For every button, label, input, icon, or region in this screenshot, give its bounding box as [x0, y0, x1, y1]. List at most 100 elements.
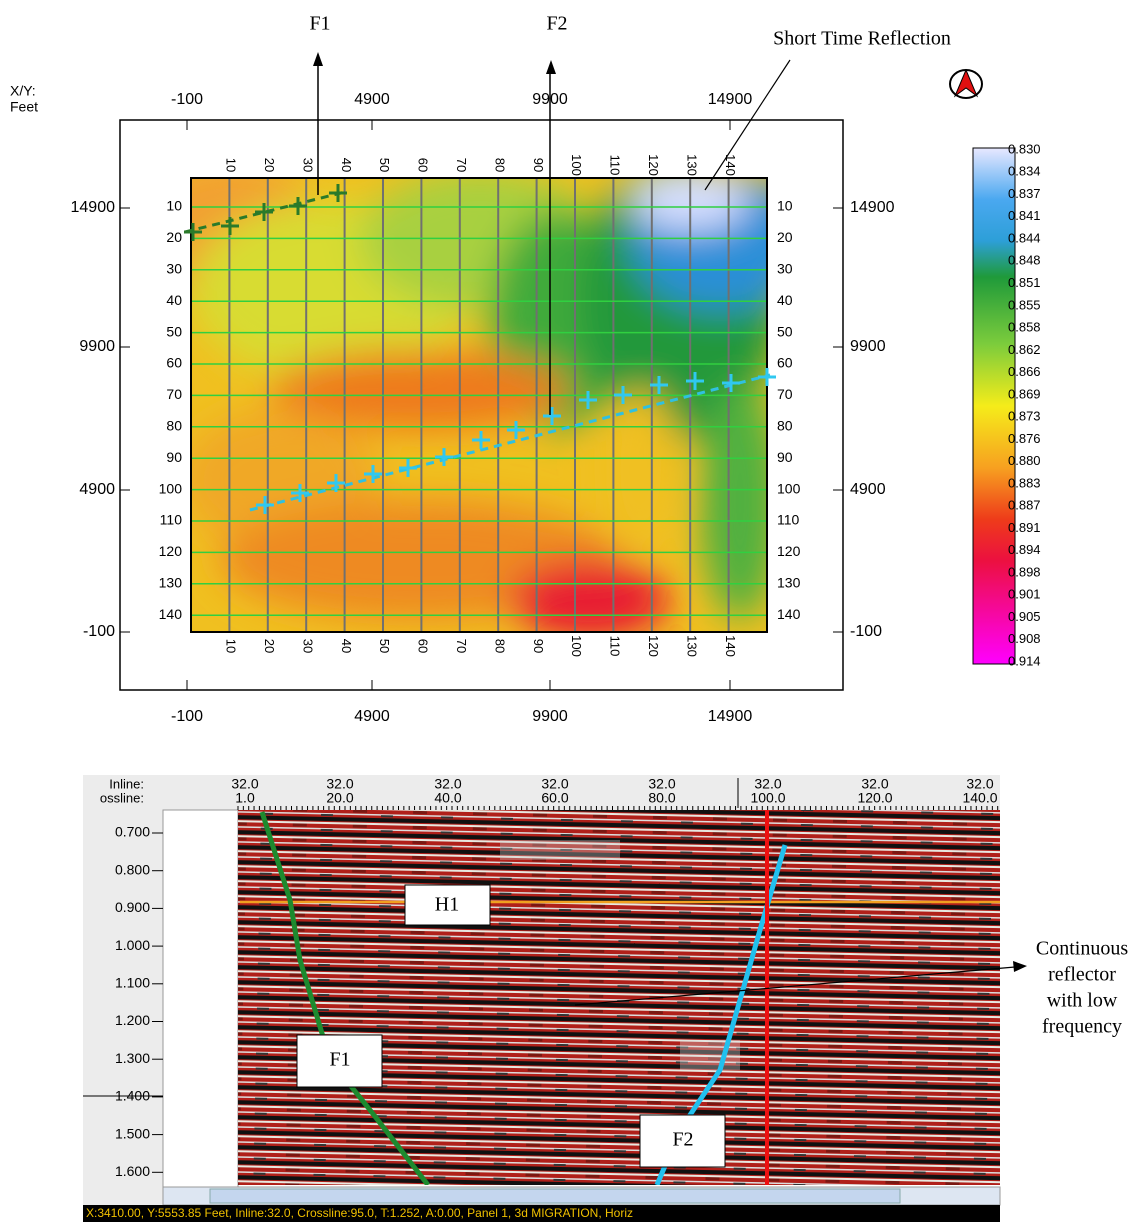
inline-label: 20	[262, 639, 277, 653]
header-label: ossline:	[100, 790, 144, 805]
inline-label: 60	[416, 158, 431, 172]
inline-label: 30	[300, 158, 315, 172]
x-tick-label: 4900	[354, 91, 390, 108]
crossline-label: 110	[777, 512, 800, 528]
crossline-value: 60.0	[541, 790, 568, 806]
arrowhead	[1013, 961, 1027, 972]
colorbar-label: 0.894	[1008, 542, 1041, 557]
crossline-label: 140	[777, 606, 801, 622]
y-tick-label: 4900	[79, 481, 115, 498]
annotation: Short Time Reflection	[773, 28, 951, 50]
colorbar-label: 0.848	[1008, 253, 1041, 268]
arrowhead	[313, 52, 323, 66]
y-tick-label: 1.100	[115, 975, 150, 991]
inline-label: 110	[608, 636, 623, 657]
annotation-line	[574, 966, 1016, 1006]
crossline-label: 30	[166, 261, 182, 277]
x-tick-label: 9900	[532, 91, 568, 108]
y-tick-label: -100	[850, 623, 882, 640]
y-tick-label: 1.400	[115, 1088, 150, 1104]
section-header	[83, 775, 1000, 810]
inline-label: 10	[224, 639, 239, 653]
colorbar-label: 0.858	[1008, 320, 1041, 335]
scroll-thumb[interactable]	[209, 1188, 901, 1204]
crossline-label: 80	[166, 418, 182, 434]
colorbar-label: 0.901	[1008, 587, 1041, 602]
inline-label: 20	[262, 158, 277, 172]
crossline-label: 130	[159, 575, 183, 591]
axis-unit: X/Y:	[10, 83, 36, 99]
colorbar-label: 0.891	[1008, 520, 1041, 535]
inline-label: 120	[646, 635, 661, 657]
inline-label: 50	[377, 158, 392, 172]
y-tick-label: 1.200	[115, 1012, 150, 1028]
inline-label: 60	[416, 639, 431, 653]
crossline-label: 60	[777, 355, 793, 371]
crossline-value: 1.0	[235, 790, 255, 806]
colorbar-label: 0.908	[1008, 631, 1041, 646]
crossline-label: 90	[166, 449, 182, 465]
label-box	[296, 1034, 383, 1088]
label-box	[639, 1114, 726, 1168]
annotation-line-text: frequency	[1042, 1016, 1122, 1038]
inline-value: 32.0	[541, 776, 568, 792]
inline-label: 40	[339, 158, 354, 172]
crossline-label: 70	[166, 386, 182, 402]
colorbar-label: 0.841	[1008, 208, 1041, 223]
crossline-label: 120	[777, 543, 801, 559]
x-tick-label: 14900	[708, 91, 753, 108]
fault-f1	[259, 811, 430, 1185]
inline-label: 70	[454, 639, 469, 653]
inner-frame	[190, 177, 768, 633]
crossline-value: 80.0	[648, 790, 675, 806]
inline-value: 32.0	[754, 776, 781, 792]
inline-label: 100	[569, 154, 584, 176]
colorbar-label: 0.876	[1008, 431, 1041, 446]
crossline-label: 70	[777, 386, 793, 402]
y-tick-label: 14900	[71, 199, 116, 216]
header-label: Inline:	[109, 776, 144, 791]
inline-label: 110	[608, 155, 623, 176]
inline-value: 32.0	[326, 776, 353, 792]
inline-label: 90	[531, 158, 546, 172]
colorbar-label: 0.883	[1008, 475, 1041, 490]
crossline-value: 100.0	[750, 790, 785, 806]
inline-value: 32.0	[648, 776, 675, 792]
annotation-line-text: Continuous	[1036, 938, 1128, 960]
colorbar	[972, 147, 1016, 665]
map-frame	[119, 119, 844, 691]
arrowhead	[546, 60, 556, 74]
colorbar-label: 0.887	[1008, 498, 1041, 513]
y-tick-label: 1.000	[115, 937, 150, 953]
crossline-label: 30	[777, 261, 793, 277]
colorbar-label: 0.830	[1008, 141, 1041, 156]
y-tick-label: 1.600	[115, 1163, 150, 1179]
annotation: Continuous reflector with low frequency	[1036, 938, 1128, 1038]
blank-panel	[162, 809, 239, 1189]
seismic-section	[238, 810, 1000, 1185]
fault-label: F1	[309, 13, 330, 35]
colorbar-label: 0.873	[1008, 409, 1041, 424]
inline-label: 120	[646, 154, 661, 176]
x-tick-label: 9900	[532, 708, 568, 725]
inline-label: 130	[684, 154, 699, 176]
fault-label: F1	[329, 1049, 350, 1071]
crossline-label: 100	[777, 480, 801, 496]
x-tick-label: -100	[171, 708, 203, 725]
pick-crosses	[184, 184, 776, 514]
inline-label: 70	[454, 158, 469, 172]
x-tick-label: 14900	[708, 708, 753, 725]
section-axes: Inline:ossline:32.01.032.020.032.040.032…	[100, 776, 999, 1179]
colorbar-label: 0.855	[1008, 297, 1041, 312]
crossline-label: 90	[777, 449, 793, 465]
x-tick-label: 4900	[354, 708, 390, 725]
inline-label: 10	[224, 158, 239, 172]
status-text: X:3410.00, Y:5553.85 Feet, Inline:32.0, …	[86, 1206, 633, 1220]
inline-value: 32.0	[231, 776, 258, 792]
crossline-label: 60	[166, 355, 182, 371]
inline-label: 140	[723, 635, 738, 657]
y-tick-label: 1.300	[115, 1050, 150, 1066]
colorbar-label: 0.862	[1008, 342, 1041, 357]
colorbar-label: 0.844	[1008, 230, 1041, 245]
y-tick-label: 9900	[79, 338, 115, 355]
